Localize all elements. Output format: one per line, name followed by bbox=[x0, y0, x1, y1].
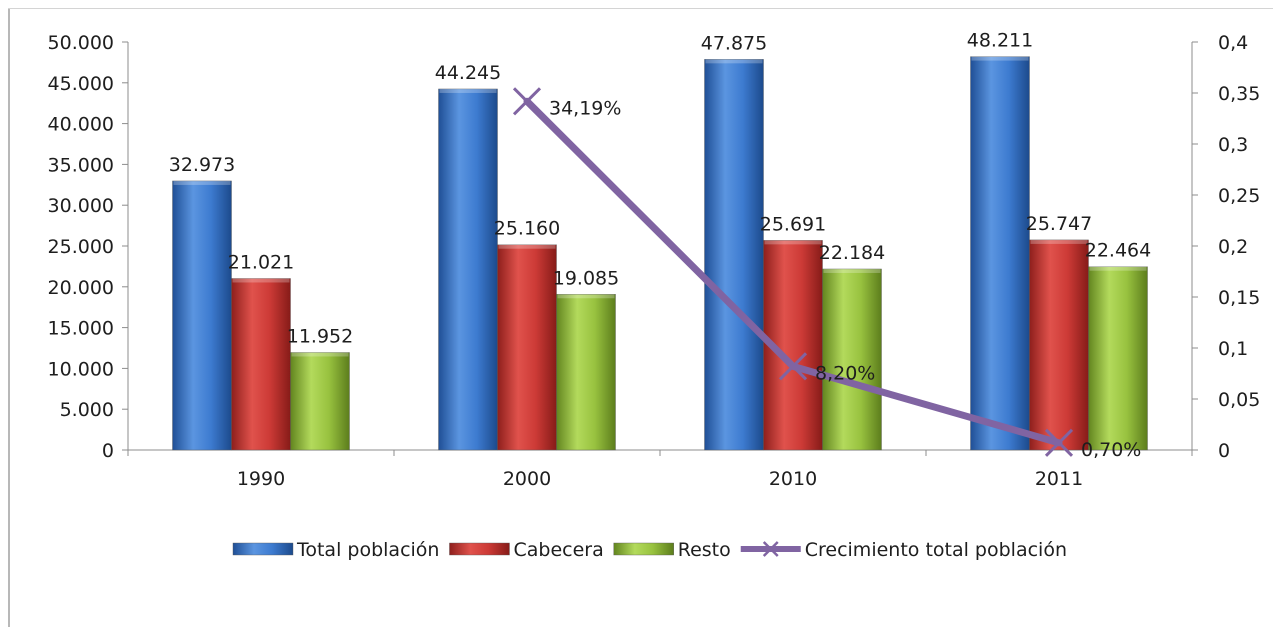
data-label-resto-2010: 22.184 bbox=[819, 242, 885, 264]
legend-label-crecimiento-total-poblacion: Crecimiento total población bbox=[805, 539, 1067, 561]
bar-total-poblacion-1990 bbox=[172, 180, 232, 451]
data-label-resto-2000: 19.085 bbox=[553, 267, 619, 289]
bar-cabecera-2011 bbox=[1029, 239, 1089, 451]
bar-resto-1990 bbox=[290, 352, 350, 451]
bar-resto-2010 bbox=[822, 268, 882, 451]
bar-top-highlight bbox=[291, 352, 349, 357]
line-data-label-2000: 34,19% bbox=[549, 97, 621, 119]
x-tick-label-2000: 2000 bbox=[503, 468, 551, 490]
y-tick-label: 10.000 bbox=[48, 358, 114, 380]
legend-swatch-cabecera bbox=[449, 542, 510, 556]
data-label-cabecera-1990: 21.021 bbox=[228, 251, 294, 273]
line-marker-2011 bbox=[1044, 428, 1074, 457]
legend-swatch-resto bbox=[613, 542, 674, 556]
bar-top-highlight bbox=[439, 88, 497, 93]
y2-tick-label: 0,3 bbox=[1218, 134, 1248, 156]
bar-total-poblacion-2000 bbox=[438, 88, 498, 451]
legend-label-resto: Resto bbox=[678, 539, 731, 561]
y2-tick-label: 0,1 bbox=[1218, 338, 1248, 360]
line-marker-2010 bbox=[778, 352, 808, 381]
legend-label-cabecera: Cabecera bbox=[513, 539, 603, 561]
bar-resto-2011 bbox=[1088, 266, 1148, 451]
data-label-total-poblacion-1990: 32.973 bbox=[169, 154, 235, 176]
y-tick-label: 45.000 bbox=[48, 73, 114, 95]
line-marker-2000 bbox=[512, 87, 542, 116]
y2-tick-label: 0,4 bbox=[1218, 32, 1248, 54]
x-tick-label-2010: 2010 bbox=[769, 468, 817, 490]
y2-tick-label: 0,25 bbox=[1218, 185, 1260, 207]
y-tick-label: 25.000 bbox=[48, 236, 114, 258]
bar-top-highlight bbox=[823, 268, 881, 273]
bar-top-highlight bbox=[498, 244, 556, 249]
bar-resto-2000 bbox=[556, 294, 616, 451]
legend-marker-crecimiento-total-poblacion bbox=[762, 541, 779, 557]
y-tick-label: 15.000 bbox=[48, 318, 114, 340]
data-label-total-poblacion-2000: 44.245 bbox=[435, 62, 501, 84]
chart-frame-left-border bbox=[8, 8, 10, 627]
bar-top-highlight bbox=[1089, 266, 1147, 271]
line-data-label-2011: 0,70% bbox=[1081, 439, 1141, 461]
y2-tick-label: 0,35 bbox=[1218, 83, 1260, 105]
line-data-label-2010: 8,20% bbox=[815, 362, 875, 384]
bar-top-highlight bbox=[764, 240, 822, 245]
y2-tick-label: 0,05 bbox=[1218, 389, 1260, 411]
y-tick-label: 0 bbox=[102, 440, 114, 462]
y-tick-label: 40.000 bbox=[48, 114, 114, 136]
y2-tick-label: 0 bbox=[1218, 440, 1230, 462]
data-label-total-poblacion-2011: 48.211 bbox=[967, 30, 1033, 52]
legend-swatch-total-poblacion bbox=[232, 542, 294, 556]
bar-cabecera-1990 bbox=[231, 278, 291, 451]
bar-total-poblacion-2011 bbox=[970, 56, 1030, 451]
bar-top-highlight bbox=[173, 180, 231, 185]
bar-total-poblacion-2010 bbox=[704, 59, 764, 451]
y-tick-label: 35.000 bbox=[48, 154, 114, 176]
data-label-resto-1990: 11.952 bbox=[287, 325, 353, 347]
data-label-total-poblacion-2010: 47.875 bbox=[701, 32, 767, 54]
y-tick-label: 5.000 bbox=[60, 399, 114, 421]
bar-top-highlight bbox=[1030, 239, 1088, 244]
data-label-cabecera-2011: 25.747 bbox=[1026, 213, 1092, 235]
bar-top-highlight bbox=[705, 59, 763, 64]
data-label-resto-2011: 22.464 bbox=[1085, 240, 1151, 262]
y2-tick-label: 0,2 bbox=[1218, 236, 1248, 258]
y-tick-label: 50.000 bbox=[48, 32, 114, 54]
data-label-cabecera-2000: 25.160 bbox=[494, 218, 560, 240]
x-tick-label-2011: 2011 bbox=[1035, 468, 1083, 490]
y-tick-label: 30.000 bbox=[48, 195, 114, 217]
bar-top-highlight bbox=[971, 56, 1029, 61]
chart-frame-top-border bbox=[8, 8, 1273, 9]
y2-tick-label: 0,15 bbox=[1218, 287, 1260, 309]
data-label-cabecera-2010: 25.691 bbox=[760, 213, 826, 235]
bar-top-highlight bbox=[557, 294, 615, 299]
bar-top-highlight bbox=[232, 278, 290, 283]
y-tick-label: 20.000 bbox=[48, 277, 114, 299]
bar-cabecera-2000 bbox=[497, 244, 557, 451]
legend-label-total-poblacion: Total población bbox=[296, 539, 439, 561]
x-tick-label-1990: 1990 bbox=[237, 468, 285, 490]
